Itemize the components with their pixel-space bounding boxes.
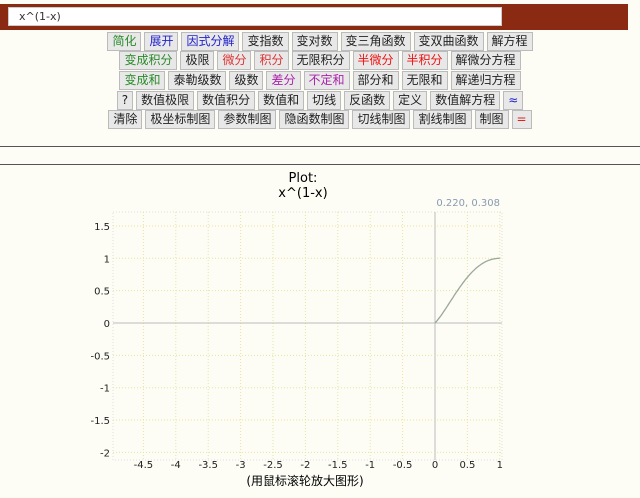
- button-清除[interactable]: 清除: [108, 110, 143, 129]
- button-?[interactable]: ?: [116, 91, 134, 110]
- button-半微分[interactable]: 半微分: [352, 51, 399, 70]
- button-积分[interactable]: 积分: [254, 51, 289, 70]
- divider: [0, 146, 640, 147]
- button-半积分[interactable]: 半积分: [401, 51, 448, 70]
- button-解方程[interactable]: 解方程: [486, 32, 533, 51]
- button-数值解方程[interactable]: 数值解方程: [430, 91, 501, 110]
- button-级数[interactable]: 级数: [229, 71, 264, 90]
- button-数值极限[interactable]: 数值极限: [136, 91, 195, 110]
- button-泰勒级数[interactable]: 泰勒级数: [168, 71, 227, 90]
- button-隐函数制图[interactable]: 隐函数制图: [279, 110, 350, 129]
- button-参数制图[interactable]: 参数制图: [218, 110, 277, 129]
- zoom-hint: (用鼠标滚轮放大图形): [246, 473, 363, 488]
- x-tick-label: -3: [236, 460, 246, 471]
- button-变双曲函数[interactable]: 变双曲函数: [413, 32, 484, 51]
- button-≈[interactable]: ≈: [503, 91, 524, 110]
- button-row: ? 数值极限 数值积分 数值和 切线 反函数 定义 数值解方程 ≈: [0, 91, 640, 110]
- button-简化[interactable]: 简化: [107, 32, 142, 51]
- button-制图[interactable]: 制图: [474, 110, 509, 129]
- x-tick-label: -2: [300, 460, 310, 471]
- button-部分和[interactable]: 部分和: [352, 71, 399, 90]
- y-tick-label: 0: [104, 319, 110, 330]
- input-bar: x^(1-x): [0, 4, 628, 30]
- x-tick-label: -3.5: [198, 460, 218, 471]
- x-tick-label: -4: [171, 460, 181, 471]
- expression-input[interactable]: x^(1-x): [8, 7, 502, 26]
- button-极坐标制图[interactable]: 极坐标制图: [145, 110, 216, 129]
- x-tick-label: -1: [365, 460, 375, 471]
- button-极限[interactable]: 极限: [180, 51, 215, 70]
- y-tick-label: -2: [100, 448, 110, 459]
- plot-expression: x^(1-x): [278, 186, 327, 201]
- button-差分[interactable]: 差分: [266, 71, 301, 90]
- button-微分[interactable]: 微分: [217, 51, 252, 70]
- button-变成和[interactable]: 变成和: [119, 71, 166, 90]
- button-数值和[interactable]: 数值和: [258, 91, 305, 110]
- plot-frame: [112, 211, 503, 461]
- divider: [0, 164, 640, 165]
- x-tick-label: 0.5: [459, 460, 475, 471]
- x-tick-label: -1.5: [328, 460, 348, 471]
- x-tick-label: -0.5: [393, 460, 413, 471]
- y-tick-label: -0.5: [90, 351, 110, 362]
- x-tick-label: 1: [497, 460, 503, 471]
- button-无限积分[interactable]: 无限积分: [291, 51, 350, 70]
- button-变指数[interactable]: 变指数: [242, 32, 289, 51]
- button-定义[interactable]: 定义: [393, 91, 428, 110]
- plot-title: Plot:: [289, 171, 318, 186]
- button-变三角函数[interactable]: 变三角函数: [340, 32, 411, 51]
- y-tick-label: 0.5: [94, 287, 110, 298]
- button-切线[interactable]: 切线: [307, 91, 342, 110]
- button-数值积分[interactable]: 数值积分: [197, 91, 256, 110]
- button-row: 清除 极坐标制图 参数制图 隐函数制图 切线制图 割线制图 制图 =: [0, 110, 640, 129]
- button-解递归方程[interactable]: 解递归方程: [450, 71, 521, 90]
- button-=[interactable]: =: [511, 110, 532, 129]
- x-tick-label: -2.5: [263, 460, 283, 471]
- y-tick-label: -1.5: [90, 416, 110, 427]
- function-curve: [434, 257, 500, 324]
- y-tick-label: 1.5: [94, 222, 110, 233]
- y-tick-label: 1: [104, 254, 110, 265]
- button-展开[interactable]: 展开: [144, 32, 179, 51]
- x-tick-label: -4.5: [134, 460, 154, 471]
- button-row: 变成积分 极限 微分 积分 无限积分 半微分 半积分 解微分方程: [0, 51, 640, 70]
- button-因式分解[interactable]: 因式分解: [181, 32, 240, 51]
- button-row: 变成和 泰勒级数 级数 差分 不定和 部分和 无限和 解递归方程: [0, 71, 640, 90]
- button-解微分方程[interactable]: 解微分方程: [450, 51, 521, 70]
- button-切线制图[interactable]: 切线制图: [352, 110, 411, 129]
- button-变对数[interactable]: 变对数: [291, 32, 338, 51]
- y-tick-label: -1: [100, 384, 110, 395]
- button-变成积分[interactable]: 变成积分: [119, 51, 178, 70]
- cursor-readout: 0.220, 0.308: [436, 198, 500, 209]
- x-tick-label: 0: [432, 460, 438, 471]
- button-无限和[interactable]: 无限和: [401, 71, 448, 90]
- button-反函数[interactable]: 反函数: [344, 91, 391, 110]
- button-row: 简化 展开 因式分解 变指数 变对数 变三角函数 变双曲函数 解方程: [0, 32, 640, 51]
- button-不定和[interactable]: 不定和: [303, 71, 350, 90]
- button-割线制图[interactable]: 割线制图: [413, 110, 472, 129]
